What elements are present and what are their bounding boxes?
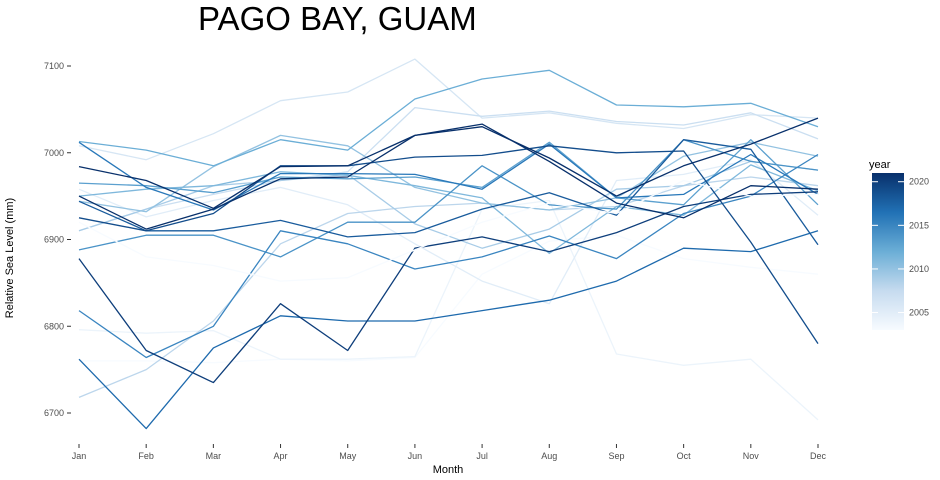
x-tick-label: May: [339, 451, 357, 461]
legend-tick-label: 2010: [909, 264, 929, 274]
legend: year 2005 2010 2015 2020: [869, 159, 929, 330]
x-tick-label: Dec: [810, 451, 827, 461]
series-line-2010: [78, 134, 819, 213]
series-line-2012: [78, 69, 819, 167]
y-axis-title: Relative Sea Level (mm): [4, 198, 16, 318]
y-tick-label: 6900: [44, 235, 64, 245]
x-tick-label: Oct: [677, 451, 692, 461]
y-tick-label: 7100: [44, 61, 64, 71]
x-tick-label: Jul: [476, 451, 488, 461]
series-line-2006: [78, 58, 819, 161]
series-line-2002: [78, 179, 819, 282]
x-tick-label: Sep: [608, 451, 624, 461]
series-line-2022: [78, 123, 819, 219]
y-tick-label: 7000: [44, 148, 64, 158]
series-line-2011: [78, 164, 819, 255]
legend-tick-label: 2005: [909, 308, 929, 318]
x-axis-title: Month: [433, 464, 464, 476]
series-line-2008: [78, 176, 819, 399]
series-line-2007: [78, 106, 819, 232]
plot-lines: [78, 58, 819, 430]
x-tick-label: Mar: [206, 451, 222, 461]
series-line-2015: [78, 153, 819, 359]
series-line-2018: [78, 139, 819, 246]
series-line-2019: [78, 145, 819, 344]
legend-tick-label: 2020: [909, 177, 929, 187]
y-tick-label: 6800: [44, 321, 64, 331]
x-tick-label: Feb: [138, 451, 154, 461]
x-tick-label: Jan: [72, 451, 87, 461]
y-axis: 6700 6800 6900 7000 7100: [44, 61, 71, 418]
x-tick-label: Nov: [743, 451, 760, 461]
y-tick-label: 6700: [44, 408, 64, 418]
series-line-2004: [78, 199, 819, 421]
chart-title: PAGO BAY, GUAM: [198, 0, 477, 37]
legend-tick-label: 2015: [909, 220, 929, 230]
x-tick-label: Apr: [274, 451, 288, 461]
series-line-2003: [79, 234, 819, 364]
x-axis: Jan Feb Mar Apr May Jun Jul Aug Sep Oct Nov Dec: [72, 444, 827, 461]
legend-colorbar: [872, 173, 904, 330]
x-tick-label: Aug: [541, 451, 557, 461]
series-line-2021: [78, 117, 819, 230]
x-tick-label: Jun: [408, 451, 423, 461]
legend-ticks: 2005 2010 2015 2020: [872, 177, 929, 318]
series-line-2014: [78, 139, 819, 258]
series-line-2016: [78, 141, 819, 211]
series-line-2017: [78, 230, 819, 430]
legend-title: year: [869, 159, 891, 171]
series-line-2020: [78, 191, 819, 384]
